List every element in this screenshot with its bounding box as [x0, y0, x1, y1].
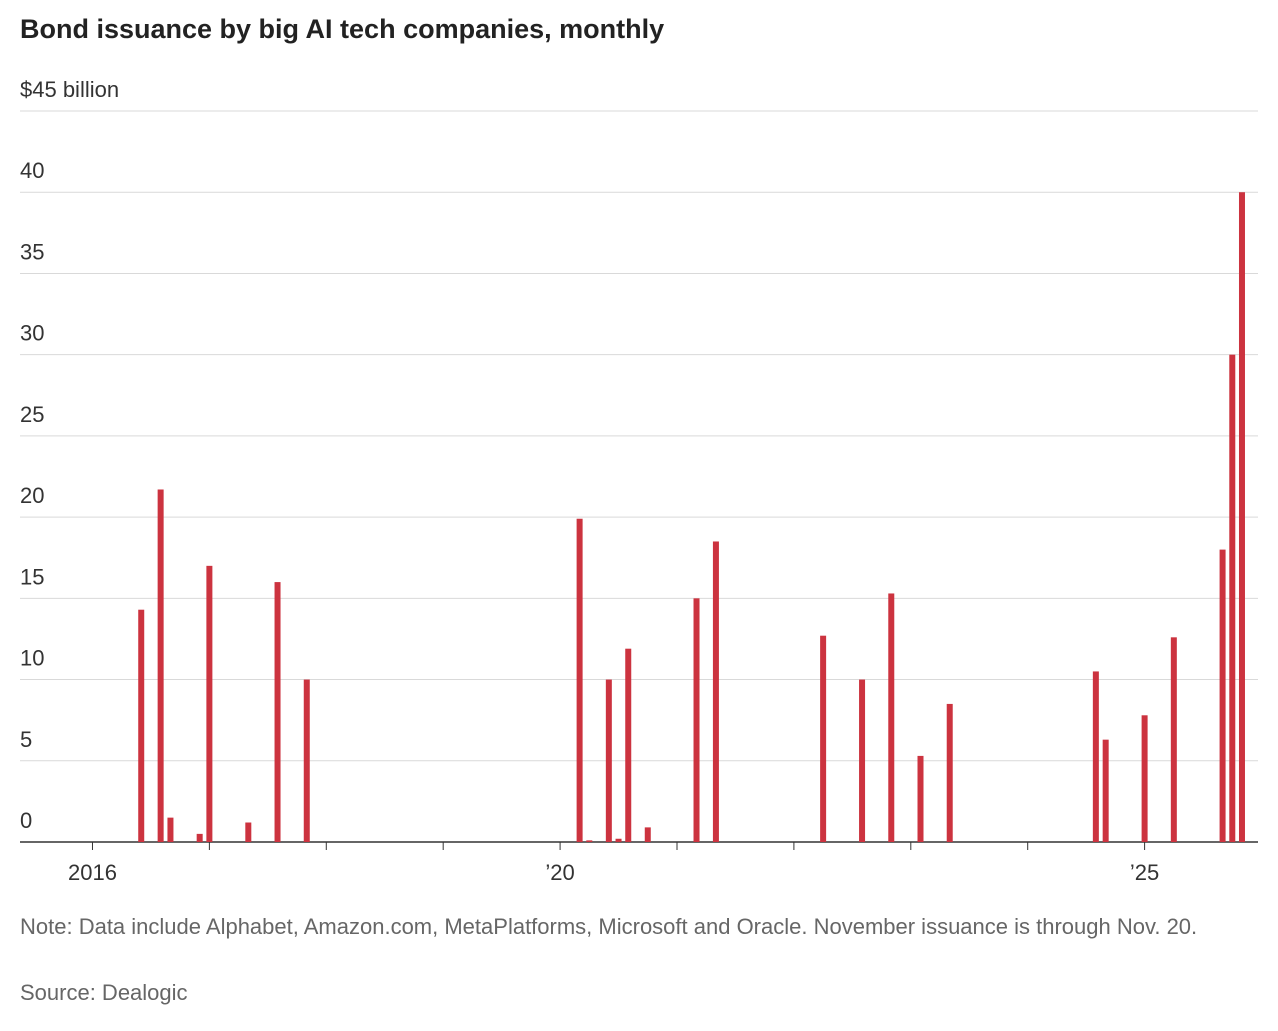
bar — [206, 565, 213, 842]
y-tick-label: 25 — [20, 402, 44, 427]
bar — [167, 817, 174, 842]
bar — [1238, 192, 1245, 842]
bar — [693, 598, 700, 842]
note: Note: Data include Alphabet, Amazon.com,… — [20, 914, 1198, 939]
bar — [888, 593, 895, 842]
bar — [576, 518, 583, 842]
bar — [605, 679, 612, 842]
y-tick-label: 35 — [20, 239, 44, 264]
bar — [196, 833, 203, 842]
bar — [1219, 549, 1226, 842]
y-tick-label: 20 — [20, 483, 44, 508]
bar — [274, 582, 281, 842]
bar — [712, 541, 719, 842]
bar — [1170, 637, 1177, 842]
bar — [1092, 671, 1099, 842]
y-tick-label: 5 — [20, 727, 32, 752]
source: Source: Dealogic — [20, 980, 188, 1005]
bar — [157, 489, 164, 842]
x-tick-label: ’20 — [545, 860, 574, 885]
bar — [625, 648, 632, 842]
y-tick-label: 40 — [20, 158, 44, 183]
bar — [245, 822, 252, 842]
bar — [859, 679, 866, 842]
bar — [138, 609, 145, 842]
bar — [1102, 739, 1109, 842]
x-tick-label: ’25 — [1130, 860, 1159, 885]
y-tick-label: 0 — [20, 808, 32, 833]
bar — [615, 838, 622, 842]
bar — [586, 840, 593, 842]
chart-title: Bond issuance by big AI tech companies, … — [20, 14, 665, 44]
chart: 0 5 10 15 20 25 30 35 40 $45 billion 2016 ’20 ’25 — [20, 77, 1258, 885]
x-tick-label: 2016 — [68, 860, 117, 885]
bar — [1141, 715, 1148, 842]
y-tick-label: 10 — [20, 646, 44, 671]
y-tick-label: $45 billion — [20, 77, 119, 102]
y-tick-label: 30 — [20, 321, 44, 346]
bar — [1229, 354, 1236, 842]
bar — [946, 703, 953, 842]
bar — [644, 827, 651, 842]
bar — [820, 635, 827, 842]
bar — [303, 679, 310, 842]
y-tick-label: 15 — [20, 564, 44, 589]
bar — [917, 755, 924, 842]
